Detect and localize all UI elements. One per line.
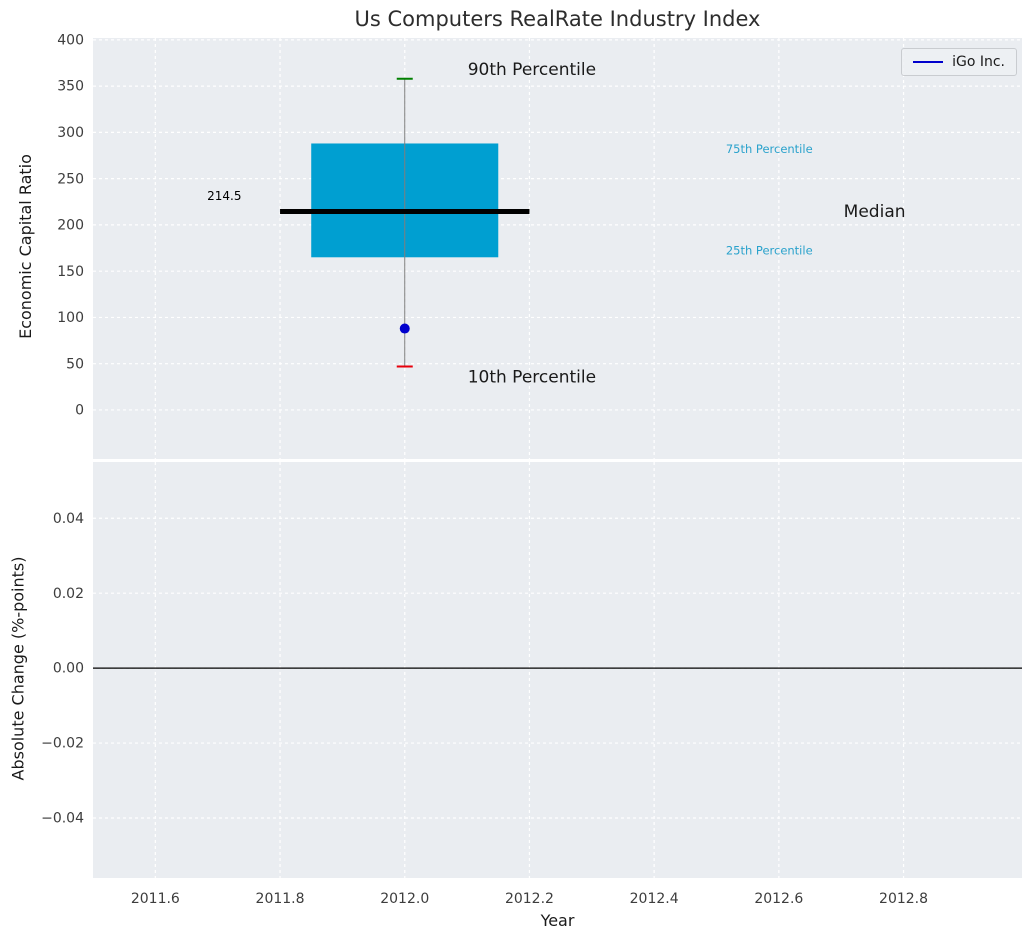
annotation-75th-percentile: 75th Percentile <box>726 142 813 156</box>
y-tick-label-top: 100 <box>57 310 84 326</box>
y-tick-label-bottom: −0.02 <box>41 736 84 752</box>
annotation-median-label: Median <box>844 202 906 222</box>
y-tick-label-top: 150 <box>57 264 84 280</box>
y-tick-label-bottom: 0.04 <box>53 511 84 527</box>
annotation-90th-percentile: 90th Percentile <box>468 60 596 80</box>
y-tick-label-top: 0 <box>75 403 84 419</box>
legend: iGo Inc. <box>901 48 1017 76</box>
company-point <box>399 323 410 334</box>
y-tick-label-bottom: 0.02 <box>53 586 84 602</box>
y-tick-label-bottom: −0.04 <box>41 811 84 827</box>
legend-label: iGo Inc. <box>952 54 1005 70</box>
legend-line-icon <box>913 61 944 63</box>
x-tick-label: 2012.8 <box>879 891 928 907</box>
bottom-panel-background <box>93 462 1022 878</box>
y-tick-label-bottom: 0.00 <box>53 661 84 677</box>
y-tick-label-top: 400 <box>57 32 84 48</box>
annotation-10th-percentile: 10th Percentile <box>468 367 596 387</box>
x-tick-label: 2012.6 <box>754 891 803 907</box>
x-tick-label: 2012.0 <box>380 891 429 907</box>
chart-title: Us Computers RealRate Industry Index <box>354 7 761 31</box>
x-tick-label: 2011.8 <box>256 891 305 907</box>
annotation-25th-percentile: 25th Percentile <box>726 244 813 258</box>
x-tick-label: 2011.6 <box>131 891 180 907</box>
y-tick-label-top: 200 <box>57 218 84 234</box>
x-tick-label: 2012.4 <box>630 891 679 907</box>
bottom-y-axis-label: Absolute Change (%-points) <box>8 556 28 781</box>
y-tick-label-top: 250 <box>57 171 84 187</box>
x-axis-label: Year <box>540 911 575 930</box>
x-tick-label: 2012.2 <box>505 891 554 907</box>
top-panel-background <box>93 38 1022 459</box>
y-tick-label-top: 350 <box>57 79 84 95</box>
y-tick-label-top: 300 <box>57 125 84 141</box>
y-tick-label-top: 50 <box>66 356 84 372</box>
annotation-median-value: 214.5 <box>207 189 241 203</box>
top-y-axis-label: Economic Capital Ratio <box>16 154 35 339</box>
